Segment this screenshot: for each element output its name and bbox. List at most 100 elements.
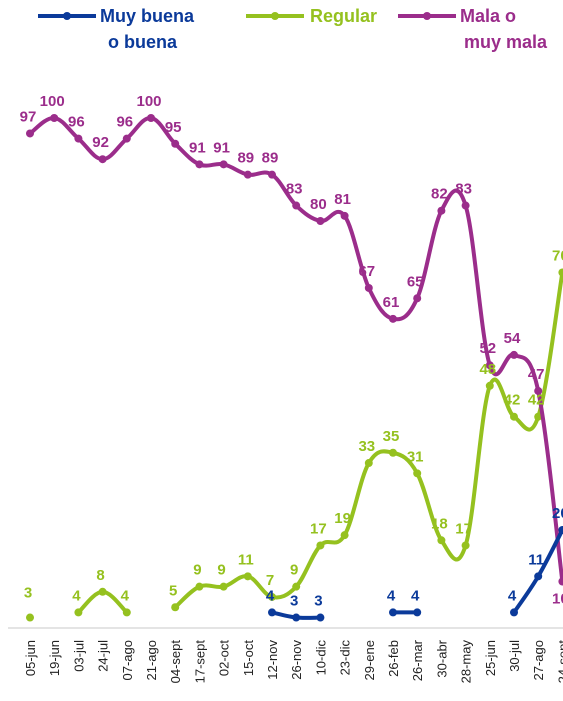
data-point [558,526,563,534]
data-point [389,448,397,457]
data-point [243,572,252,581]
x-tick-label: 28-may [459,640,474,684]
data-label: 81 [334,191,351,208]
data-label: 17 [455,520,472,537]
data-point [316,217,325,225]
x-tick-label: 03-jul [71,640,86,672]
data-point [461,541,470,550]
data-point [364,283,373,292]
data-label: 3 [290,593,298,610]
data-label: 42 [528,392,545,409]
data-label: 70 [552,248,563,265]
data-point [340,531,349,540]
data-label: 11 [238,551,254,568]
data-label: 9 [193,562,201,579]
data-label: 95 [165,119,182,136]
x-tick-label: 21-ago [144,640,159,680]
data-label: 7 [266,572,274,589]
data-point [413,294,422,303]
x-tick-label: 04-sept [168,640,183,684]
data-point [268,592,276,601]
x-tick-label: 05-jun [23,640,38,676]
data-label: 31 [407,448,424,465]
x-tick-label: 23-dic [338,640,353,676]
data-label: 52 [479,340,496,357]
data-label: 47 [528,366,545,383]
data-point [74,608,83,617]
legend-label-line-2: o buena [108,32,178,52]
data-point [74,134,83,143]
legend-label-line-1: Muy buena [100,6,195,26]
data-point [413,469,422,478]
x-tick-label: 27-ago [531,640,546,680]
x-tick-label: 19-jun [47,640,62,676]
data-label: 91 [213,139,230,156]
x-tick-label: 30-abr [434,639,449,677]
data-label: 54 [504,330,521,347]
data-label: 11 [528,551,544,568]
data-point [147,114,155,122]
data-point [98,587,107,596]
data-point [268,170,276,179]
data-point [26,129,34,138]
data-point [316,541,325,550]
legend-swatch-marker [63,12,71,20]
data-label: 82 [431,186,448,203]
x-tick-label: 24-sept [555,640,563,684]
data-point [534,572,543,581]
x-tick-label: 26-mar [410,639,425,681]
data-point [510,412,518,421]
data-label: 19 [334,510,351,527]
data-point [510,350,518,359]
legend: Muy buena o buena Regular Mala o muy mal… [38,6,548,52]
data-label: 89 [262,150,279,167]
x-tick-label: 24-jul [96,640,111,672]
data-point [122,134,131,143]
legend-label-line-1: Regular [310,6,377,26]
series-0 [268,526,563,622]
data-point [26,613,34,622]
plot-area: 4334441120348459911791719333531181748424… [20,93,563,622]
data-point [534,386,543,395]
x-tick-label: 10-dic [313,640,328,676]
data-point [195,582,204,591]
data-point [195,160,204,169]
data-point [171,603,180,612]
data-label: 18 [431,515,448,532]
data-label: 3 [314,593,322,610]
legend-label-line-2: muy mala [464,32,548,52]
data-label: 89 [237,150,254,167]
x-tick-label: 25-jun [483,640,498,676]
x-tick-label: 26-nov [289,640,304,680]
x-tick-label: 30-jul [507,640,522,672]
data-point [340,211,349,220]
data-point [243,170,252,179]
legend-label-line-1: Mala o [460,6,516,26]
x-tick-label: 29-ene [362,640,377,680]
data-label: 96 [68,114,85,131]
data-label: 100 [40,93,65,110]
series-1 [26,268,563,622]
legend-item-regular: Regular [246,6,377,26]
data-label: 96 [116,114,133,131]
data-label: 65 [407,273,424,290]
data-point [219,582,228,591]
data-point [437,536,446,545]
data-label: 4 [121,587,130,604]
data-label: 91 [189,139,206,156]
data-point [292,582,301,591]
data-point [316,613,325,622]
data-label: 4 [387,587,396,604]
data-label: 8 [96,567,104,584]
data-label: 48 [479,361,496,378]
data-label: 17 [310,520,327,537]
data-label: 92 [92,134,109,151]
data-label: 9 [290,562,298,579]
data-point [485,361,494,370]
data-point [437,206,446,215]
data-point [534,412,543,421]
x-tick-label: 07-ago [120,640,135,680]
series-2 [26,114,563,586]
data-label: 5 [169,582,177,599]
